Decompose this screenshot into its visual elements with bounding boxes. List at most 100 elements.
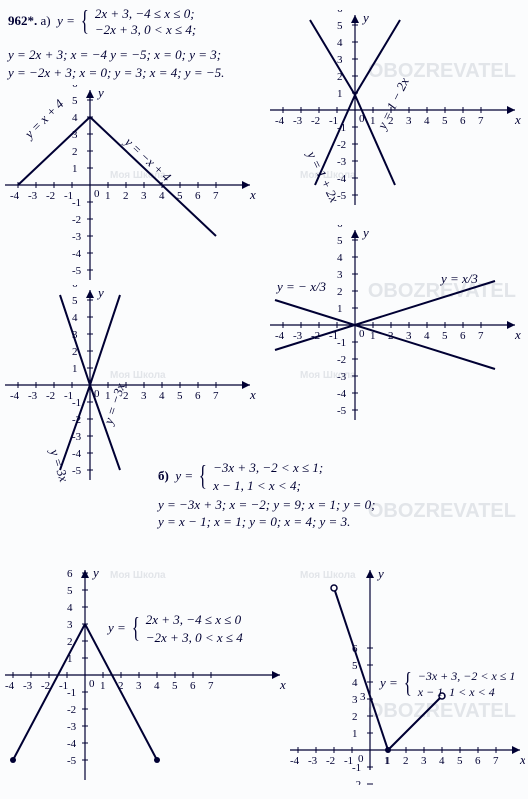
x-axis-label: x	[249, 187, 256, 202]
svg-text:3: 3	[141, 190, 147, 202]
chart-2: x y 0 y = 1 + 2x y = 1 − 2x -4-3-2-11234…	[265, 10, 525, 210]
svg-text:5: 5	[442, 330, 448, 342]
svg-text:3: 3	[421, 755, 427, 767]
svg-text:-4: -4	[72, 248, 82, 260]
svg-text:7: 7	[478, 330, 484, 342]
svg-text:-5: -5	[337, 405, 347, 417]
chart6-lhs: y =	[380, 675, 398, 690]
svg-text:6: 6	[460, 115, 466, 127]
y-axis-label: y	[96, 85, 104, 100]
page: OBOZREVATEL OBOZREVATEL OBOZREVATEL OBOZ…	[0, 0, 528, 799]
svg-text:-2: -2	[337, 139, 346, 151]
piecewise-b-row2: x − 1, 1 < x < 4;	[213, 478, 301, 493]
svg-text:4: 4	[439, 755, 445, 767]
svg-text:3: 3	[352, 694, 358, 706]
svg-text:2: 2	[72, 346, 78, 358]
svg-text:2: 2	[67, 636, 73, 648]
svg-text:5: 5	[72, 95, 78, 107]
svg-text:1: 1	[370, 330, 376, 342]
svg-text:4: 4	[159, 190, 165, 202]
svg-text:-5: -5	[67, 755, 77, 767]
svg-text:2: 2	[352, 711, 358, 723]
svg-text:-2: -2	[46, 190, 55, 202]
svg-text:3: 3	[337, 269, 343, 281]
part-a-line1: y = 2x + 3; x = −4 y = −5; x = 0; y = 3;	[8, 47, 221, 62]
svg-text:2: 2	[403, 755, 409, 767]
svg-text:6: 6	[475, 755, 481, 767]
svg-text:7: 7	[213, 390, 219, 402]
svg-text:1: 1	[67, 653, 73, 665]
svg-text:2: 2	[72, 146, 78, 158]
brace-icon: {	[81, 6, 89, 38]
chart-1: x y 0 y = x + 4 y = −x + 4 -4-3-2-112345…	[0, 85, 260, 285]
svg-text:1: 1	[337, 303, 343, 315]
y-axis-label: y	[376, 566, 384, 581]
chart5-r2: −2x + 3, 0 < x ≤ 4	[146, 630, 243, 645]
svg-text:-3: -3	[337, 156, 347, 168]
problem-header: 962*. а) y = { 2x + 3, −4 ≤ x ≤ 0; −2x +…	[8, 6, 196, 38]
svg-text:-3: -3	[72, 231, 82, 243]
piecewise-b-row1: −3x + 3, −2 < x ≤ 1;	[213, 460, 323, 475]
chart5-caption: y = { 2x + 3, −4 ≤ x ≤ 0 −2x + 3, 0 < x …	[108, 610, 243, 648]
chart1-eq-right: y = −x + 4	[120, 133, 174, 185]
x-axis-label: x	[514, 112, 521, 127]
svg-text:2: 2	[337, 71, 343, 83]
svg-text:-4: -4	[10, 190, 20, 202]
svg-text:-2: -2	[326, 755, 335, 767]
y-axis-label: y	[361, 10, 369, 25]
svg-text:6: 6	[337, 225, 343, 230]
svg-text:-4: -4	[72, 448, 82, 460]
svg-text:5: 5	[442, 115, 448, 127]
svg-text:6: 6	[195, 190, 201, 202]
svg-text:-3: -3	[23, 680, 33, 692]
svg-text:-2: -2	[41, 680, 50, 692]
svg-text:5: 5	[457, 755, 463, 767]
svg-text:2: 2	[123, 390, 129, 402]
piecewise-a-row1: 2x + 3, −4 ≤ x ≤ 0;	[95, 6, 195, 21]
svg-text:1: 1	[352, 728, 358, 740]
watermark-big: OBOZREVATEL	[368, 500, 516, 523]
chart6-caption: y = { −3x + 3, −2 < x ≤ 1 x − 1, 1 < x <…	[380, 665, 515, 703]
svg-text:-3: -3	[28, 390, 38, 402]
x-axis-label: x	[249, 387, 256, 402]
part-b-header: б) y = { −3x + 3, −2 < x ≤ 1; x − 1, 1 <…	[158, 458, 375, 531]
x-axis-label: x	[514, 327, 521, 342]
svg-text:2: 2	[388, 330, 394, 342]
svg-text:2: 2	[337, 286, 343, 298]
svg-text:7: 7	[213, 190, 219, 202]
svg-text:-1: -1	[337, 122, 346, 134]
svg-text:1: 1	[105, 190, 111, 202]
svg-text:3: 3	[141, 390, 147, 402]
svg-text:-4: -4	[275, 115, 285, 127]
chart-6: x y 0 1 3 -4-3-2-11234567-5-4-3-2-112345…	[285, 565, 525, 785]
svg-text:1: 1	[72, 163, 78, 175]
svg-text:5: 5	[72, 295, 78, 307]
svg-text:-2: -2	[352, 779, 361, 785]
svg-text:4: 4	[159, 390, 165, 402]
chart4-eq-left: y = − x/3	[275, 279, 326, 294]
svg-text:3: 3	[72, 129, 78, 141]
svg-text:-1: -1	[72, 397, 81, 409]
svg-text:-4: -4	[337, 173, 347, 185]
part-a-label: а)	[41, 13, 51, 28]
svg-text:6: 6	[337, 10, 343, 15]
origin-label: 0	[359, 328, 365, 340]
svg-text:4: 4	[337, 252, 343, 264]
part-b-label: б)	[158, 468, 169, 483]
chart1-eq-left: y = x + 4	[20, 96, 67, 143]
svg-text:3: 3	[360, 691, 366, 703]
svg-text:-3: -3	[28, 190, 38, 202]
svg-text:-3: -3	[293, 330, 303, 342]
svg-text:-1: -1	[72, 197, 81, 209]
brace-icon: {	[132, 610, 140, 648]
svg-text:4: 4	[424, 115, 430, 127]
chart5-lhs: y =	[108, 620, 126, 635]
svg-text:6: 6	[195, 390, 201, 402]
chart-4: x y 0 y = − x/3 y = x/3 -4-3-2-11234567-…	[265, 225, 525, 425]
svg-text:-5: -5	[337, 190, 347, 202]
chart3-eq-left: y = 3x	[47, 445, 72, 483]
svg-text:5: 5	[337, 235, 343, 247]
origin-label: 0	[94, 188, 100, 200]
svg-text:3: 3	[136, 680, 142, 692]
brace-icon: {	[404, 665, 412, 703]
